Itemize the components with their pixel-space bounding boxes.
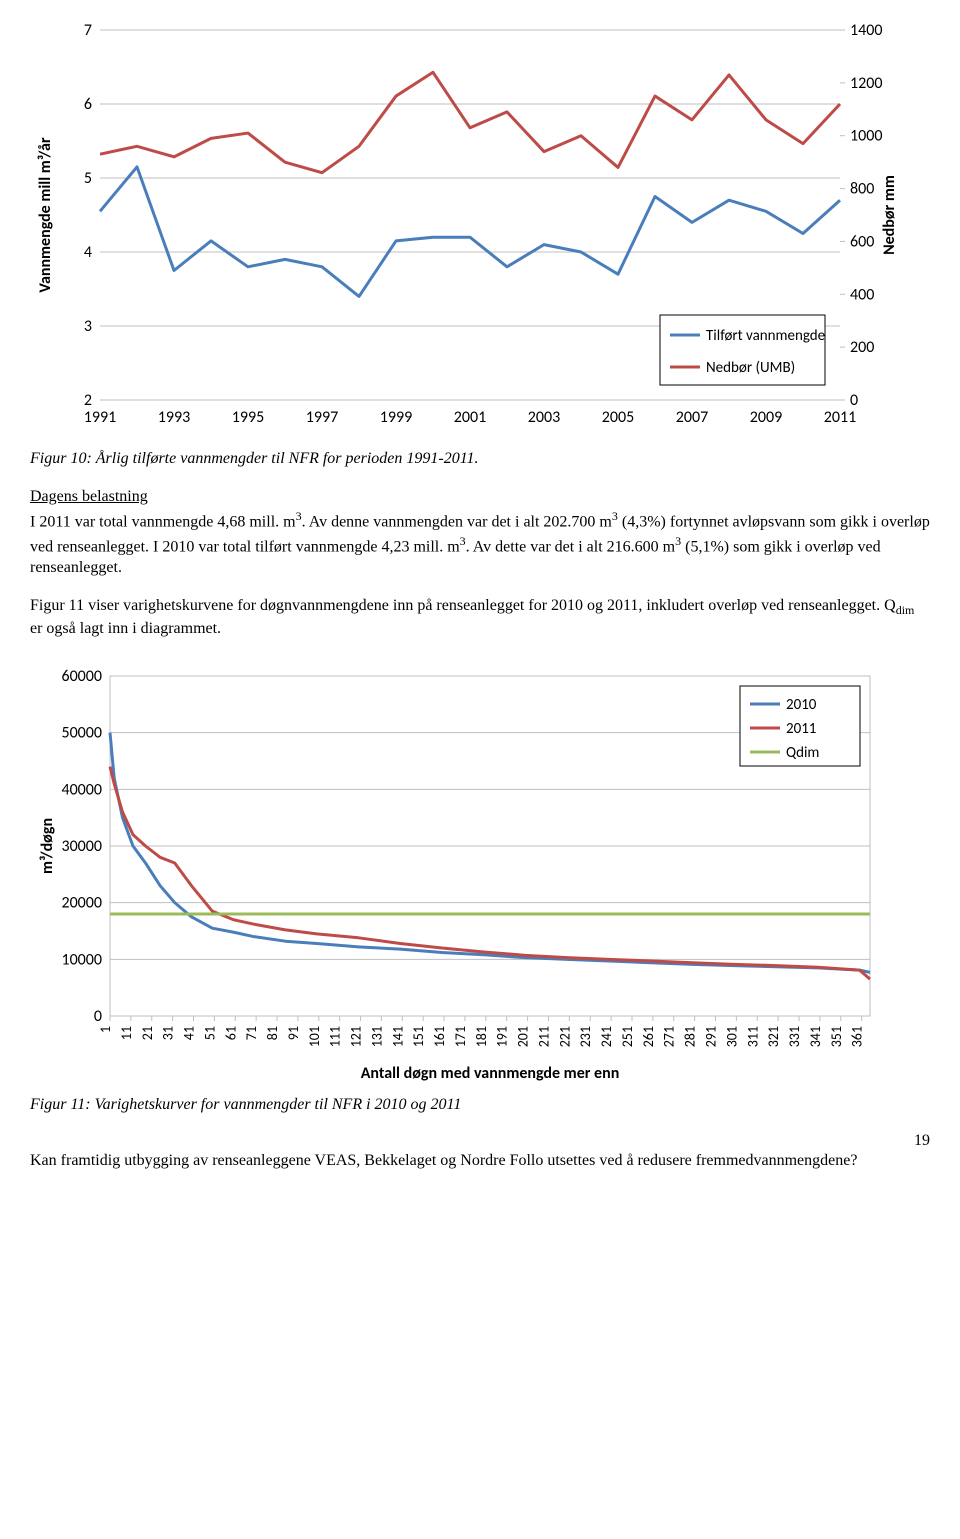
svg-text:m³/døgn: m³/døgn xyxy=(38,818,57,874)
svg-text:20000: 20000 xyxy=(61,894,102,913)
svg-text:281: 281 xyxy=(682,1026,699,1047)
svg-text:Nedbør mm: Nedbør mm xyxy=(880,175,899,255)
svg-text:171: 171 xyxy=(452,1026,469,1047)
svg-text:40000: 40000 xyxy=(61,780,102,799)
svg-text:211: 211 xyxy=(535,1026,552,1047)
svg-text:271: 271 xyxy=(661,1026,678,1047)
svg-text:321: 321 xyxy=(765,1026,782,1047)
svg-text:7: 7 xyxy=(84,21,92,40)
svg-text:241: 241 xyxy=(598,1026,615,1047)
chart1-svg: 2345670200400600800100012001400199119931… xyxy=(30,20,910,440)
svg-text:111: 111 xyxy=(327,1026,344,1047)
svg-text:3: 3 xyxy=(84,317,92,336)
chart-varighetskurver: 0100002000030000400005000060000111213141… xyxy=(30,656,930,1086)
svg-text:101: 101 xyxy=(306,1026,323,1047)
svg-text:71: 71 xyxy=(243,1026,260,1040)
page-number: 19 xyxy=(30,1132,930,1150)
chart-vannmengde-nedbor: 2345670200400600800100012001400199119931… xyxy=(30,20,930,440)
svg-text:Antall døgn med vannmengde mer: Antall døgn med vannmengde mer enn xyxy=(361,1064,620,1083)
svg-text:301: 301 xyxy=(723,1026,740,1047)
svg-text:30000: 30000 xyxy=(61,837,102,856)
svg-text:341: 341 xyxy=(807,1026,824,1047)
svg-text:2009: 2009 xyxy=(750,408,782,427)
svg-text:1400: 1400 xyxy=(850,21,882,40)
svg-text:61: 61 xyxy=(222,1026,239,1040)
svg-text:351: 351 xyxy=(828,1026,845,1047)
svg-text:251: 251 xyxy=(619,1026,636,1047)
svg-text:10000: 10000 xyxy=(61,950,102,969)
svg-text:231: 231 xyxy=(577,1026,594,1047)
svg-text:291: 291 xyxy=(702,1026,719,1047)
svg-text:131: 131 xyxy=(368,1026,385,1047)
svg-text:21: 21 xyxy=(139,1026,156,1040)
svg-text:201: 201 xyxy=(515,1026,532,1047)
svg-text:1993: 1993 xyxy=(158,408,190,427)
chart2-svg: 0100002000030000400005000060000111213141… xyxy=(30,656,910,1086)
svg-text:311: 311 xyxy=(744,1026,761,1047)
svg-text:5: 5 xyxy=(84,169,92,188)
svg-text:Tilført vannmengde: Tilført vannmengde xyxy=(706,327,825,345)
svg-text:2001: 2001 xyxy=(454,408,486,427)
svg-text:1995: 1995 xyxy=(232,408,264,427)
svg-text:1200: 1200 xyxy=(850,74,882,93)
svg-text:191: 191 xyxy=(494,1026,511,1047)
svg-text:91: 91 xyxy=(285,1026,302,1040)
svg-text:41: 41 xyxy=(181,1026,198,1040)
dagens-belastning-paragraph: Dagens belastning I 2011 var total vannm… xyxy=(30,486,930,579)
svg-text:1000: 1000 xyxy=(850,127,882,146)
svg-text:60000: 60000 xyxy=(61,667,102,686)
svg-text:Vannmengde mill m³/år: Vannmengde mill m³/år xyxy=(36,137,55,293)
svg-text:121: 121 xyxy=(348,1026,365,1047)
dagens-belastning-heading: Dagens belastning xyxy=(30,488,148,505)
svg-text:151: 151 xyxy=(410,1026,427,1047)
svg-text:31: 31 xyxy=(160,1026,177,1040)
svg-text:221: 221 xyxy=(556,1026,573,1047)
svg-text:1997: 1997 xyxy=(306,408,338,427)
svg-text:2011: 2011 xyxy=(786,720,816,738)
figure-11-caption: Figur 11: Varighetskurver for vannmengde… xyxy=(30,1096,930,1114)
svg-text:141: 141 xyxy=(389,1026,406,1047)
svg-text:2003: 2003 xyxy=(528,408,560,427)
svg-text:4: 4 xyxy=(84,243,92,262)
svg-text:81: 81 xyxy=(264,1026,281,1040)
svg-text:261: 261 xyxy=(640,1026,657,1047)
svg-text:51: 51 xyxy=(201,1026,218,1040)
svg-text:1: 1 xyxy=(97,1026,114,1033)
svg-text:181: 181 xyxy=(473,1026,490,1047)
svg-text:6: 6 xyxy=(84,95,92,114)
svg-text:361: 361 xyxy=(849,1026,866,1047)
svg-text:1999: 1999 xyxy=(380,408,412,427)
svg-text:400: 400 xyxy=(850,285,874,304)
footer-text: Kan framtidig utbygging av renseanleggen… xyxy=(30,1152,930,1170)
svg-text:Nedbør (UMB): Nedbør (UMB) xyxy=(706,359,795,377)
svg-text:331: 331 xyxy=(786,1026,803,1047)
svg-text:2011: 2011 xyxy=(824,408,856,427)
svg-text:50000: 50000 xyxy=(61,724,102,743)
svg-text:600: 600 xyxy=(850,232,874,251)
svg-text:0: 0 xyxy=(94,1007,102,1026)
svg-text:2010: 2010 xyxy=(786,696,817,714)
svg-text:800: 800 xyxy=(850,180,874,199)
svg-text:200: 200 xyxy=(850,338,874,357)
figure-10-caption: Figur 10: Årlig tilførte vannmengder til… xyxy=(30,450,930,468)
svg-text:Qdim: Qdim xyxy=(786,744,819,762)
svg-text:11: 11 xyxy=(118,1026,135,1040)
svg-text:2007: 2007 xyxy=(676,408,708,427)
svg-text:161: 161 xyxy=(431,1026,448,1047)
svg-text:2005: 2005 xyxy=(602,408,634,427)
figur11-intro-paragraph: Figur 11 viser varighetskurvene for døgn… xyxy=(30,595,930,640)
svg-text:1991: 1991 xyxy=(84,408,116,427)
